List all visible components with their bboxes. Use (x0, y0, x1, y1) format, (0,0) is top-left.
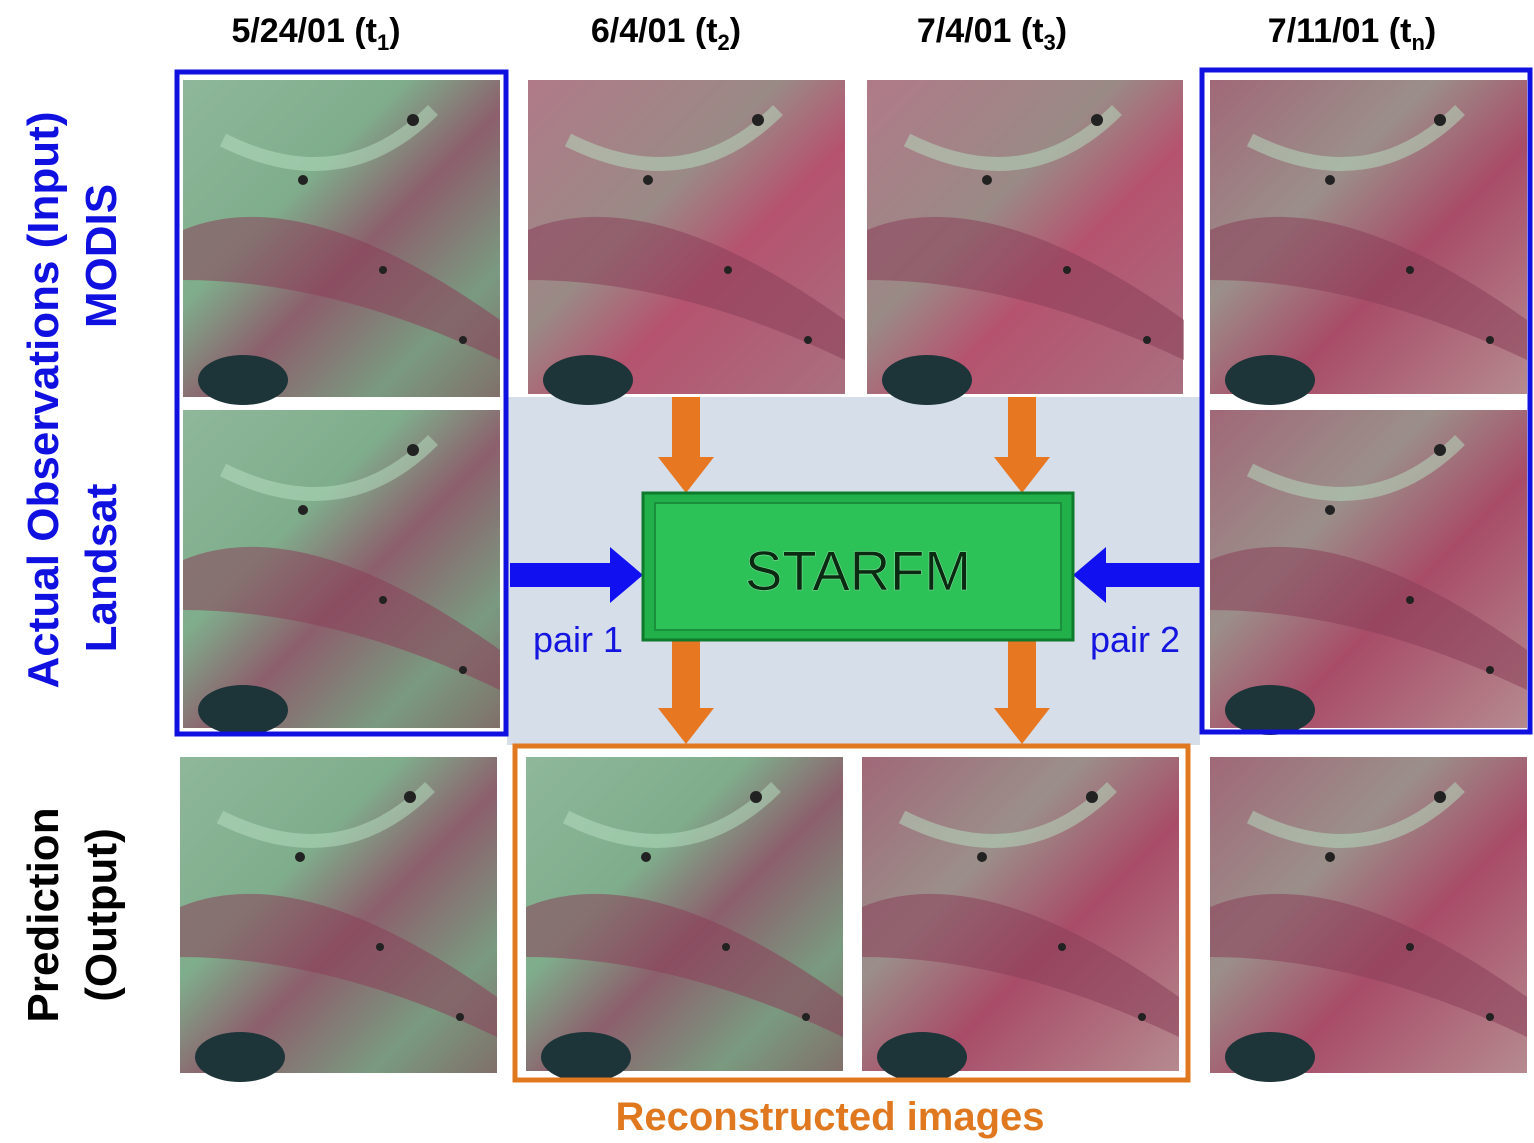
pair-label: pair 2 (1090, 619, 1180, 660)
row-label: Prediction (19, 807, 68, 1022)
column-header: 5/24/01 (t1) (231, 12, 400, 55)
column-header: 7/11/01 (tn) (1268, 12, 1436, 55)
diagram: 5/24/01 (t1) 6/4/01 (t2) 7/4/01 (t3) 7/1… (0, 0, 1534, 1143)
pair-label: pair 1 (533, 619, 623, 660)
row-label: MODIS (77, 184, 126, 328)
row-group-label: Actual Observations (Input) (19, 112, 68, 689)
row-label: Landsat (77, 483, 126, 652)
row-label: (Output) (77, 828, 126, 1001)
column-header: 7/4/01 (t3) (917, 12, 1067, 55)
model-label: STARFM (745, 539, 971, 602)
column-header: 6/4/01 (t2) (591, 12, 741, 55)
output-caption: Reconstructed images (615, 1095, 1044, 1139)
